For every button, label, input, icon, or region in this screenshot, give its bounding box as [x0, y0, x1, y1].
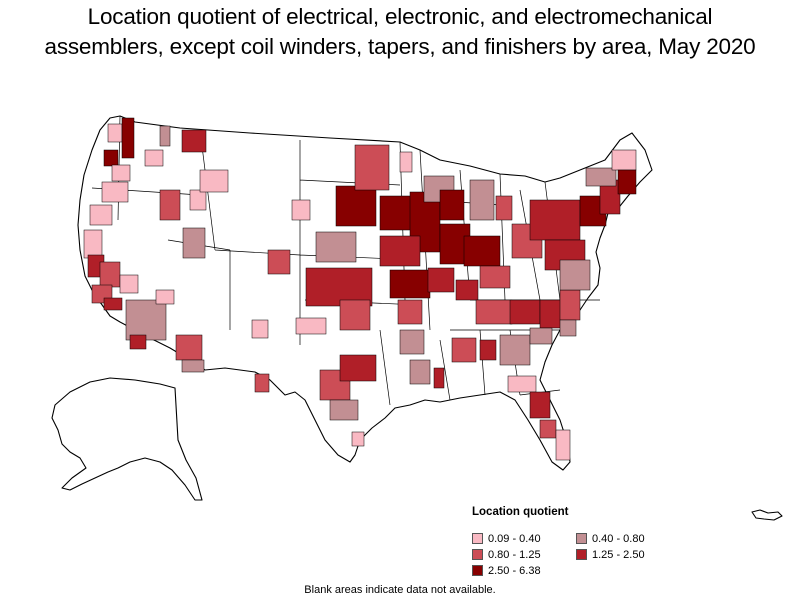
legend-item-4: 2.50 - 6.38: [472, 564, 576, 577]
legend-swatch-4: [472, 565, 483, 576]
footnote: Blank areas indicate data not available.: [304, 584, 496, 596]
legend-item-2: 0.80 - 1.25: [472, 548, 576, 561]
legend-swatch-1: [576, 533, 587, 544]
legend-title: Location quotient: [472, 506, 569, 518]
legend-swatch-2: [472, 549, 483, 560]
map-title: Location quotient of electrical, electro…: [0, 2, 800, 62]
contiguous-us-outline: [77, 115, 653, 471]
legend-label-0: 0.09 - 0.40: [488, 532, 541, 545]
map-title-line-2: assemblers, except coil winders, tapers,…: [44, 34, 756, 59]
legend-swatch-0: [472, 533, 483, 544]
legend-label-1: 0.40 - 0.80: [592, 532, 645, 545]
hawaii-outline: [751, 509, 783, 521]
alaska-outline: [51, 377, 203, 501]
legend-item-3: 1.25 - 2.50: [576, 548, 676, 561]
legend-item-0: 0.09 - 0.40: [472, 532, 576, 545]
legend-label-4: 2.50 - 6.38: [488, 564, 541, 577]
legend-swatch-3: [576, 549, 587, 560]
map-title-line-1: Location quotient of electrical, electro…: [87, 4, 713, 29]
legend-item-1: 0.40 - 0.80: [576, 532, 676, 545]
choropleth-areas: [83, 117, 637, 461]
legend: Location quotient 0.09 - 0.40 0.40 - 0.8…: [472, 506, 672, 577]
legend-label-2: 0.80 - 1.25: [488, 548, 541, 561]
legend-label-3: 1.25 - 2.50: [592, 548, 645, 561]
